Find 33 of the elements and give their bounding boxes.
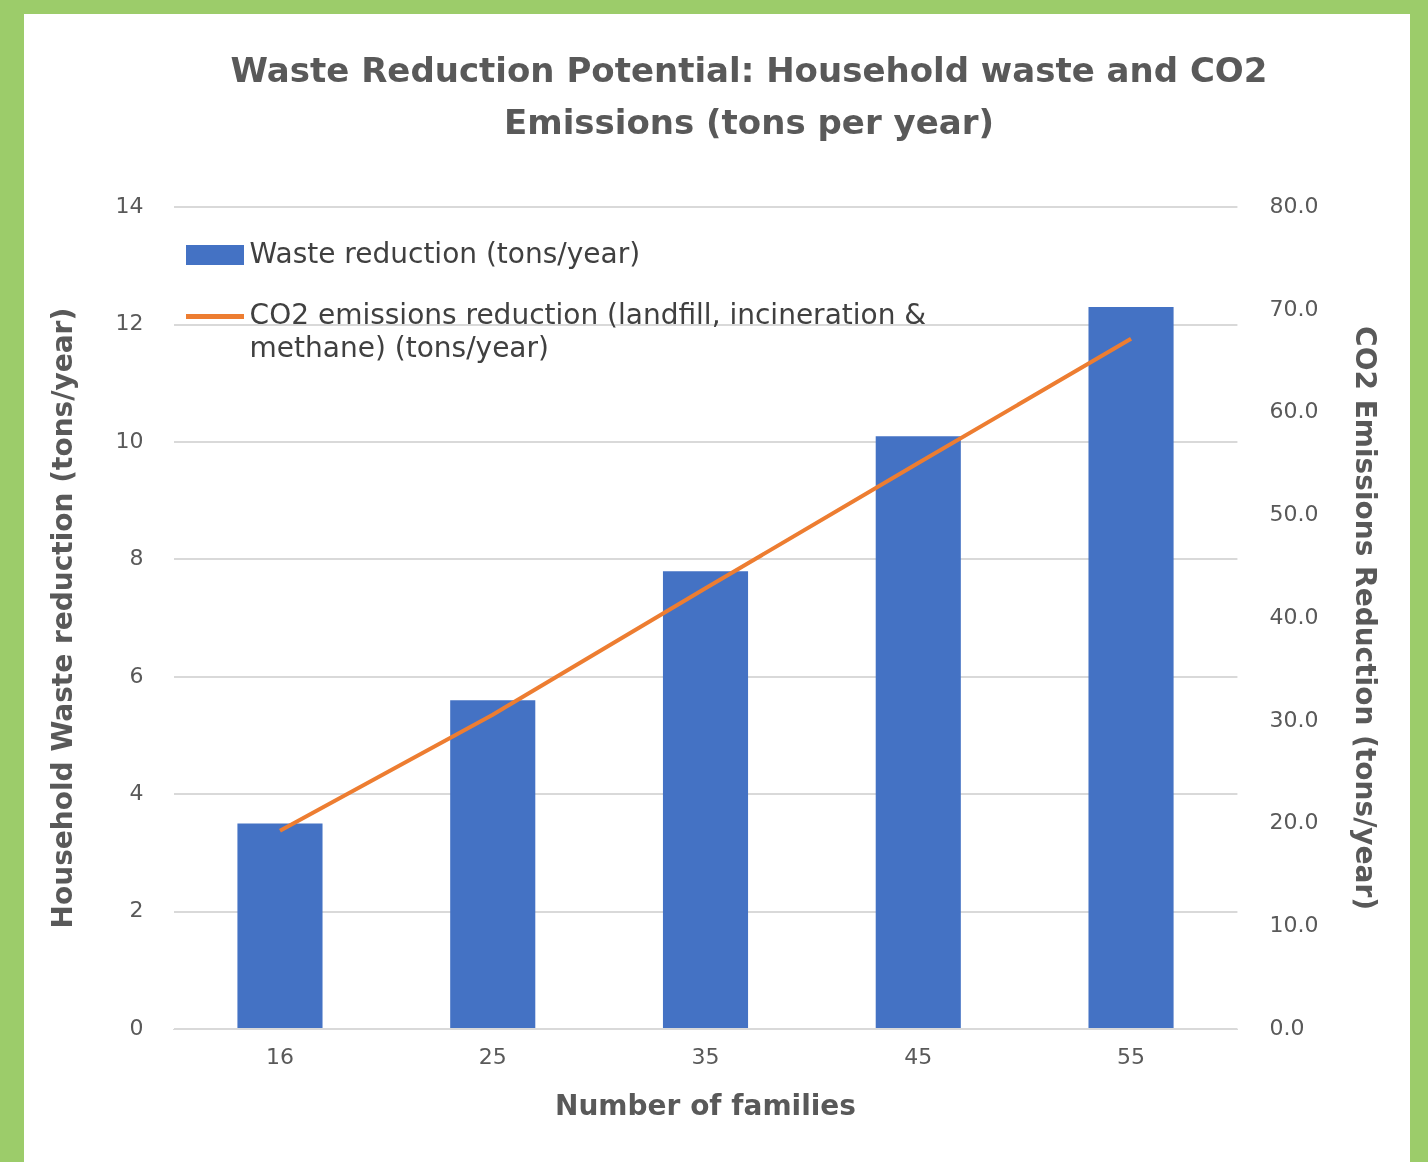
y-tick-label: 4 xyxy=(129,779,144,805)
y2-tick-label: 20.0 xyxy=(1269,809,1319,835)
x-tick-label: 25 xyxy=(478,1043,507,1069)
y-tick-label: 10 xyxy=(115,427,144,453)
y-tick-label: 8 xyxy=(129,545,144,571)
y2-tick-label: 70.0 xyxy=(1269,295,1319,321)
bar xyxy=(1088,306,1174,1028)
y-axis-title: Household Waste reduction (tons/year) xyxy=(46,307,80,929)
chart-title: Waste Reduction Potential: Household waste and CO2 Emissions (tons per year) xyxy=(229,49,1269,144)
x-tick-label: 45 xyxy=(904,1043,933,1069)
y-tick-label: 0 xyxy=(129,1014,144,1040)
bar xyxy=(237,823,323,1028)
y-tick-label: 6 xyxy=(129,662,144,688)
legend-label: CO2 emissions reduction (landfill, incineration & methane) (tons/year) xyxy=(249,298,928,365)
bar xyxy=(450,700,536,1028)
legend-label: Waste reduction (tons/year) xyxy=(249,237,641,271)
bar xyxy=(662,571,749,1028)
y2-tick-label: 0.0 xyxy=(1269,1014,1305,1040)
x-tick-label: 16 xyxy=(265,1043,294,1069)
y-tick-label: 2 xyxy=(129,897,144,923)
y-tick-label: 12 xyxy=(115,310,144,336)
y-tick-label: 14 xyxy=(115,192,144,218)
y2-tick-label: 60.0 xyxy=(1269,398,1319,424)
y2-axis-title: CO2 Emissions Reduction (tons/year) xyxy=(1348,326,1382,911)
y2-tick-label: 50.0 xyxy=(1269,501,1319,527)
x-axis-title: Number of families xyxy=(555,1089,856,1123)
y2-tick-label: 80.0 xyxy=(1269,192,1319,218)
y2-tick-label: 40.0 xyxy=(1269,603,1319,629)
y2-tick-label: 10.0 xyxy=(1269,911,1319,937)
x-tick-label: 55 xyxy=(1117,1043,1146,1069)
y2-tick-label: 30.0 xyxy=(1269,706,1319,732)
bar xyxy=(875,436,961,1028)
x-tick-label: 35 xyxy=(691,1043,720,1069)
